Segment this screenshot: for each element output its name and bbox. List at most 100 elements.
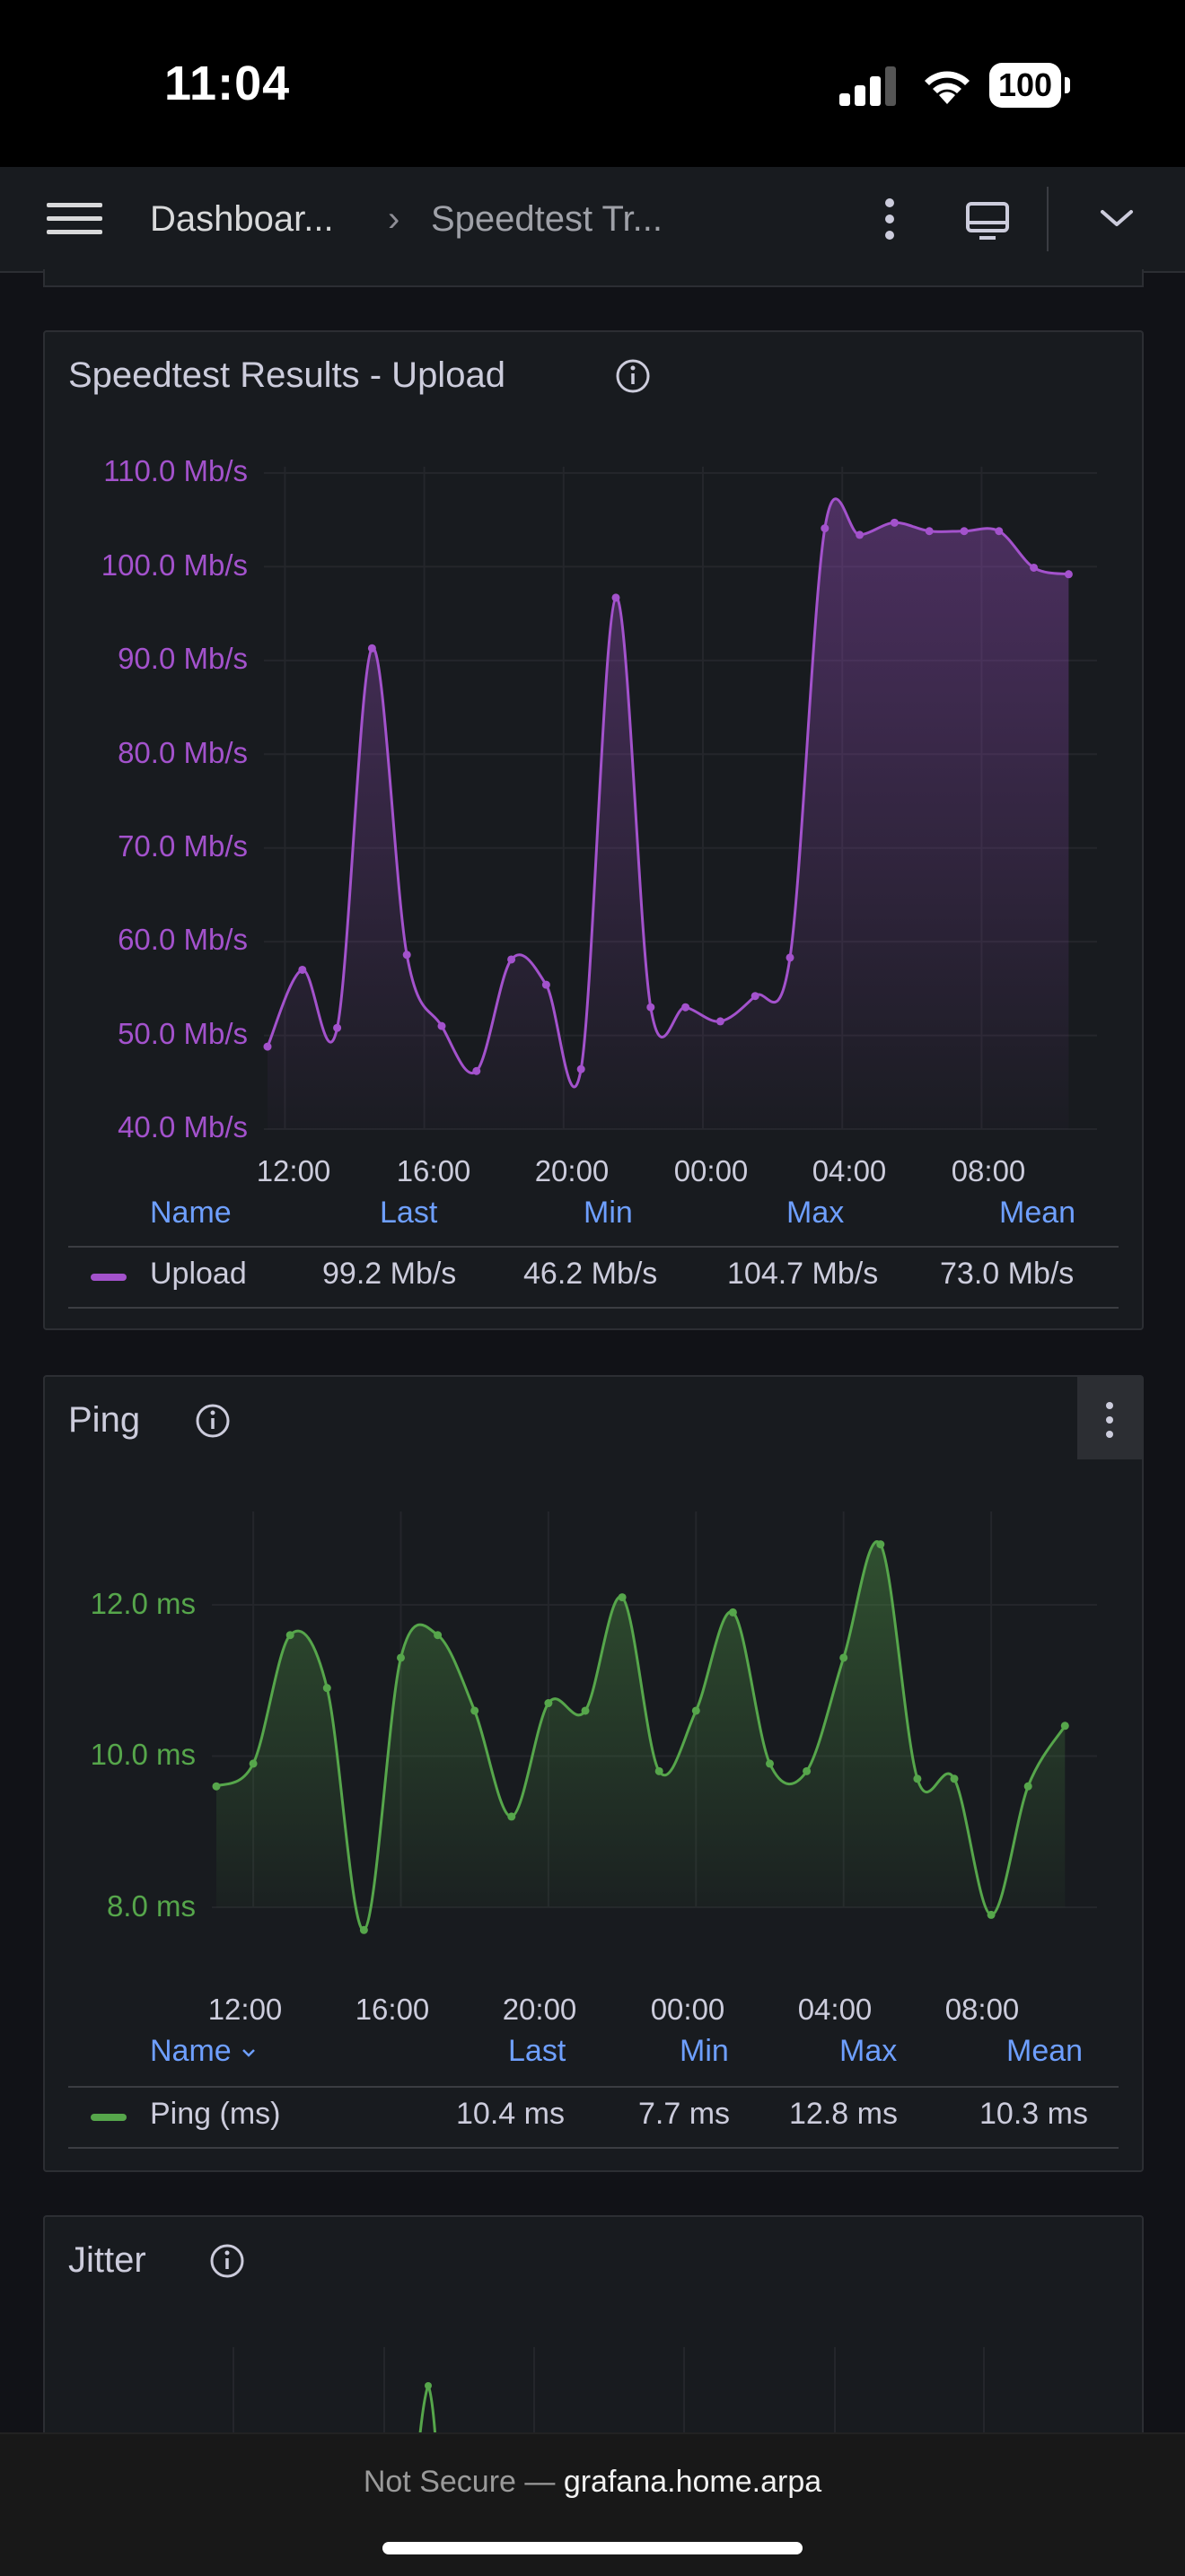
info-icon[interactable] xyxy=(614,357,652,395)
data-point xyxy=(646,1003,655,1012)
panel-menu-button[interactable] xyxy=(1077,1377,1142,1459)
data-point xyxy=(1023,1782,1032,1791)
battery-icon: 100 xyxy=(989,63,1072,110)
data-point xyxy=(821,524,830,533)
legend-header-min[interactable]: Min xyxy=(680,2034,729,2068)
y-tick-label: 90.0 Mb/s xyxy=(118,642,248,675)
browser-bottom-bar: Not Secure — grafana.home.arpa xyxy=(0,2432,1185,2576)
data-point xyxy=(611,593,620,602)
data-point xyxy=(715,1017,724,1026)
legend-value-max: 104.7 Mb/s xyxy=(727,1257,879,1291)
data-point xyxy=(803,1766,812,1775)
upload-panel: Speedtest Results - Upload 110.0 Mb/s 10… xyxy=(43,330,1144,1330)
y-tick-label: 50.0 Mb/s xyxy=(118,1017,248,1050)
data-point xyxy=(212,1782,221,1791)
previous-panel-edge xyxy=(43,269,1144,287)
data-point xyxy=(544,1699,553,1708)
wifi-icon xyxy=(925,71,970,104)
menu-icon[interactable] xyxy=(47,203,102,235)
legend-header-name[interactable]: Name xyxy=(150,2034,258,2069)
y-tick-label: 110.0 Mb/s xyxy=(103,454,248,487)
address-bar[interactable]: Not Secure — grafana.home.arpa xyxy=(0,2465,1185,2500)
data-point xyxy=(322,1684,331,1693)
x-tick-label: 12:00 xyxy=(207,1993,283,2026)
legend-divider xyxy=(68,2086,1119,2088)
data-point xyxy=(367,644,376,653)
legend-value-max: 12.8 ms xyxy=(789,2097,898,2131)
data-point xyxy=(950,1774,959,1783)
data-point xyxy=(298,965,307,974)
home-indicator[interactable] xyxy=(382,2542,803,2554)
x-tick-label: 16:00 xyxy=(355,1993,430,2026)
y-tick-label: 60.0 Mb/s xyxy=(118,923,248,956)
legend-divider xyxy=(68,2147,1119,2149)
tv-mode-icon[interactable] xyxy=(965,201,1010,241)
data-point xyxy=(681,1003,690,1012)
data-point xyxy=(249,1759,258,1768)
jitter-chart[interactable] xyxy=(45,2217,1142,2450)
series-line xyxy=(266,497,1069,1089)
legend-header-last[interactable]: Last xyxy=(508,2034,566,2068)
data-point xyxy=(913,1774,922,1783)
data-point xyxy=(925,527,934,536)
status-time: 11:04 xyxy=(164,57,291,110)
chevron-down-icon[interactable] xyxy=(1097,205,1137,232)
data-point xyxy=(402,951,411,959)
data-point xyxy=(1030,563,1039,572)
x-tick-label: 16:00 xyxy=(396,1154,471,1187)
battery-level: 100 xyxy=(989,63,1061,108)
legend-divider xyxy=(68,1246,1119,1248)
data-point xyxy=(890,518,899,527)
legend-value-min: 7.7 ms xyxy=(638,2097,731,2131)
legend-header-name[interactable]: Name xyxy=(150,1196,232,1230)
data-point xyxy=(750,992,759,1001)
legend-value-min: 46.2 Mb/s xyxy=(523,1257,658,1291)
legend-value-mean: 73.0 Mb/s xyxy=(940,1257,1075,1291)
data-point xyxy=(856,530,865,539)
data-point xyxy=(507,1812,516,1821)
more-options-icon[interactable] xyxy=(869,194,910,244)
y-tick-label: 40.0 Mb/s xyxy=(118,1110,248,1143)
data-point xyxy=(507,955,516,964)
legend-header-mean[interactable]: Mean xyxy=(1006,2034,1084,2068)
ping-panel: Ping 12.0 ms 10.0 ms 8.0 ms 12:00 16:00 … xyxy=(43,1375,1144,2172)
legend-header-last[interactable]: Last xyxy=(380,1196,438,1230)
data-point xyxy=(470,1706,479,1715)
ping-chart[interactable] xyxy=(45,1377,1142,2023)
info-icon[interactable] xyxy=(208,2242,246,2280)
data-point xyxy=(691,1706,700,1715)
legend-value-mean: 10.3 ms xyxy=(979,2097,1088,2131)
x-tick-label: 08:00 xyxy=(951,1154,1026,1187)
x-tick-label: 12:00 xyxy=(256,1154,331,1187)
legend-value-last: 10.4 ms xyxy=(456,2097,565,2131)
upload-chart[interactable] xyxy=(45,332,1142,1176)
legend-header-max[interactable]: Max xyxy=(786,1196,845,1230)
legend-header-min[interactable]: Min xyxy=(584,1196,633,1230)
x-tick-label: 20:00 xyxy=(534,1154,610,1187)
x-tick-label: 04:00 xyxy=(797,1993,873,2026)
info-icon[interactable] xyxy=(194,1402,232,1440)
panel-title: Jitter xyxy=(68,2240,146,2280)
data-point xyxy=(285,1631,294,1640)
y-tick-label: 10.0 ms xyxy=(90,1738,196,1771)
data-point xyxy=(437,1021,446,1030)
data-point xyxy=(766,1759,774,1768)
legend-series-ping[interactable]: Ping (ms) xyxy=(150,2097,281,2131)
legend-header-name-label: Name xyxy=(150,2034,232,2068)
data-point xyxy=(397,1653,405,1662)
legend-header-max[interactable]: Max xyxy=(839,2034,898,2068)
y-tick-label: 80.0 Mb/s xyxy=(118,736,248,769)
data-point xyxy=(654,1766,663,1775)
data-point xyxy=(581,1706,590,1715)
legend-divider xyxy=(68,1307,1119,1309)
status-bar: 11:04 100 xyxy=(0,0,1185,167)
legend-series-upload[interactable]: Upload xyxy=(150,1257,247,1291)
data-point xyxy=(995,527,1004,536)
x-tick-label: 08:00 xyxy=(944,1993,1020,2026)
data-point xyxy=(618,1593,627,1602)
data-point xyxy=(434,1631,443,1640)
legend-color-swatch xyxy=(91,2114,127,2121)
breadcrumb-dashboards[interactable]: Dashboar... xyxy=(150,199,334,239)
legend-header-mean[interactable]: Mean xyxy=(999,1196,1076,1230)
url-host: grafana.home.arpa xyxy=(563,2465,822,2499)
